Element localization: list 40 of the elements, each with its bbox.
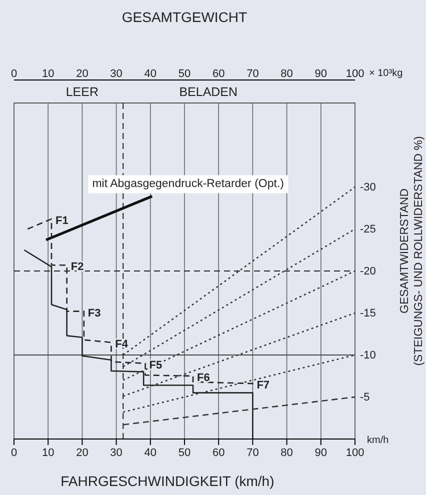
- annotation: F1: [56, 214, 68, 227]
- x2-tick-label: 0: [10, 68, 18, 80]
- x-tick-label: 60: [212, 446, 225, 459]
- x2-tick-label: 80: [280, 68, 293, 80]
- y-tick-label: -15: [360, 308, 376, 320]
- y-tick-label: -5: [360, 392, 370, 404]
- y-tick-label: -10: [360, 350, 376, 362]
- x-tick-label: 40: [144, 446, 157, 459]
- x2-tick-label: 10: [42, 68, 54, 80]
- x2-tick-label: 40: [144, 68, 157, 80]
- x-tick-label: 80: [280, 446, 293, 459]
- x-tick-label: 20: [76, 446, 88, 459]
- x2-tick-label: 50: [178, 68, 191, 80]
- x2-tick-label: 100: [346, 68, 364, 80]
- x-tick-label: 0: [10, 446, 18, 459]
- y-tick-label: -20: [360, 266, 376, 278]
- y-tick-label: -30: [360, 182, 376, 194]
- x-tick-label: 10: [42, 446, 54, 459]
- x-axis-title: FAHRGESCHWINDIGKEIT (km/h): [60, 473, 274, 489]
- x-tick-label: 50: [178, 446, 191, 459]
- x2-axis-title: GESAMTGEWICHT: [122, 9, 248, 25]
- x2-tick-label: 90: [314, 68, 328, 80]
- x2-tick-label: 70: [246, 68, 259, 80]
- x-tick-label: 100: [346, 446, 364, 459]
- text: × 10³kg: [369, 68, 403, 79]
- y-axis-title: GESAMTWIDERSTAND (STEIGUNGS- UND ROLLWIDERSTAND %): [399, 136, 425, 366]
- x2-tick-label: 20: [76, 68, 88, 80]
- x-tick-label: 30: [110, 446, 122, 459]
- annotation: F7: [256, 380, 270, 392]
- text: LEER: [66, 85, 99, 99]
- annotation: F6: [197, 372, 210, 384]
- annotation: mit Abgasgegendruck-Retarder (Opt.): [92, 178, 284, 190]
- x2-tick-label: 60: [212, 68, 225, 80]
- x-tick-label: 70: [246, 446, 259, 459]
- annotation: F3: [88, 307, 101, 320]
- text: BELADEN: [179, 85, 238, 99]
- x2-tick-label: 30: [110, 68, 122, 80]
- text: km/h: [367, 435, 389, 446]
- x-tick-label: 90: [314, 446, 328, 459]
- y-tick-label: -25: [360, 224, 376, 236]
